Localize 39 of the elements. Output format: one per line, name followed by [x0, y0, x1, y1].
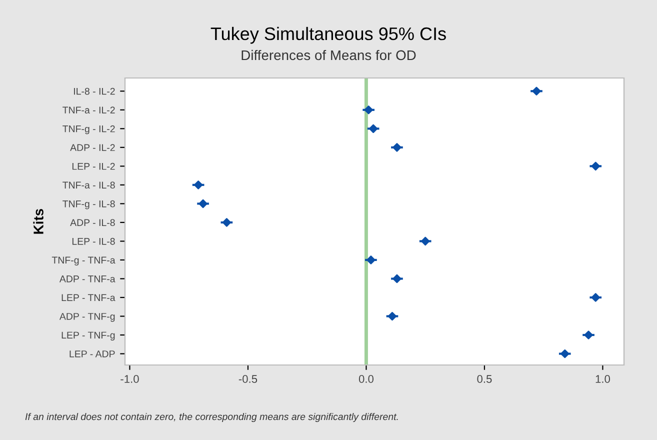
point — [194, 180, 203, 190]
chart-subtitle: Differences of Means for OD — [242, 50, 416, 60]
y-tick-label: ADP - IL-2 — [70, 144, 115, 151]
y-tick-label: ADP - TNF-a — [59, 276, 116, 282]
y-tick-label: TNF-a - IL-2 — [62, 106, 115, 114]
point — [392, 274, 402, 284]
y-axis-title: Kits — [33, 208, 44, 234]
y-tick-label: ADP - TNF-g — [59, 313, 115, 322]
y-tick-label: TNF-g - TNF-a — [52, 256, 116, 266]
y-tick-label: TNF-g - IL-8 — [62, 200, 115, 210]
text: If an interval does not contain zero, the corresponding means are significantly different. — [25, 412, 398, 422]
y-tick-label: TNF-g - IL-2 — [62, 125, 115, 134]
point — [392, 143, 402, 152]
y-tick-label: TNF-a - IL-8 — [62, 182, 115, 189]
y-tick-label: IL-8 - IL-2 — [74, 88, 115, 95]
x-tick-label: 0.5 — [477, 375, 492, 383]
point — [532, 86, 541, 96]
point — [388, 312, 397, 321]
point — [420, 236, 430, 246]
point — [364, 106, 373, 114]
point — [584, 330, 593, 340]
y-tick-label: LEP - TNF-a — [62, 294, 116, 302]
point — [366, 256, 376, 264]
point — [591, 162, 600, 171]
y-tick-label: ADP - IL-8 — [70, 219, 115, 226]
point — [560, 349, 570, 358]
x-tick-label: 1.0 — [596, 375, 610, 383]
y-tick-label: LEP - IL-2 — [72, 162, 115, 170]
x-tick-label: -1.0 — [120, 375, 139, 383]
chart-title: Tukey Simultaneous 95% CIs — [210, 26, 446, 44]
point — [198, 199, 208, 208]
point — [222, 218, 232, 227]
point — [368, 124, 378, 134]
y-tick-label: LEP - TNF-g — [62, 332, 115, 341]
x-tick-label: -0.5 — [238, 375, 258, 383]
y-tick-label: LEP - ADP — [70, 350, 115, 358]
x-tick-label: 0.0 — [358, 375, 374, 383]
point — [591, 293, 600, 302]
y-tick-label: LEP - IL-8 — [72, 238, 115, 245]
